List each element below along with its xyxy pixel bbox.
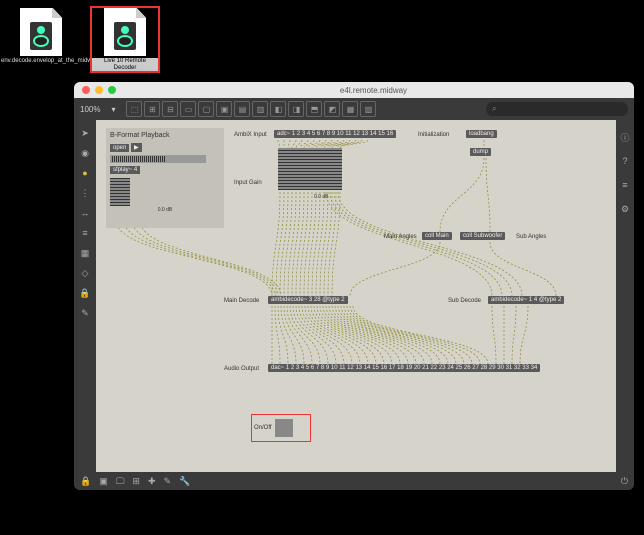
minimize-icon[interactable] [95, 86, 103, 94]
bottom-tool-button[interactable]: 🔒 [80, 476, 91, 487]
label-ambix: AmbiX Input [234, 132, 267, 138]
toolbar-button[interactable]: ⊞ [144, 101, 160, 117]
zoom-level[interactable]: 100% [80, 105, 100, 114]
left-tool-button[interactable]: ≡ [78, 226, 92, 240]
label-init: Initialization [418, 132, 449, 138]
left-tool-button[interactable]: ◇ [78, 266, 92, 280]
toolbar-button[interactable]: ▤ [234, 101, 250, 117]
document-icon [20, 8, 62, 56]
desktop: env.decode.envelop_at_the_midway.maxpat … [8, 8, 158, 71]
file-label: env.decode.envelop_at_the_midway.maxpat [1, 58, 81, 65]
left-tool-button[interactable]: ● [78, 166, 92, 180]
dac-object[interactable]: dac~ 1 2 3 4 5 6 7 8 9 10 11 12 13 14 15… [268, 364, 540, 372]
toolbar-button[interactable]: ▢ [198, 101, 214, 117]
bottom-tool-button[interactable]: 🔧 [179, 476, 190, 487]
toolbar-button[interactable]: ⊟ [162, 101, 178, 117]
right-tool-button[interactable]: ⓘ [618, 130, 632, 144]
toolbar-button[interactable]: ▣ [216, 101, 232, 117]
bottom-toolbar: 🔒 ▣ 🖵 ⊞ ✚ ✎ 🔧 ⏻ [74, 472, 634, 490]
right-tool-button[interactable]: ≡ [618, 178, 632, 192]
onoff-label: On/Off [254, 425, 272, 431]
bottom-tool-button[interactable]: ✎ [164, 476, 172, 487]
adc-object[interactable]: adc~ 1 2 3 4 5 6 7 8 9 10 11 12 13 14 15… [274, 130, 396, 138]
ambidecode-sub[interactable]: ambidecode~ 1 4 @type 2 [488, 296, 564, 304]
close-icon[interactable] [82, 86, 90, 94]
left-tool-button[interactable]: ▦ [78, 246, 92, 260]
toolbar-button[interactable]: ▦ [342, 101, 358, 117]
right-tool-button[interactable]: ? [618, 154, 632, 168]
bottom-tool-button[interactable]: 🖵 [116, 476, 125, 487]
power-icon[interactable]: ⏻ [621, 476, 628, 487]
titlebar[interactable]: e4l.remote.midway [74, 82, 634, 98]
window-title: e4l.remote.midway [121, 86, 626, 95]
label-sub-decode: Sub Decode [448, 298, 481, 304]
toolbar-button[interactable]: ◨ [288, 101, 304, 117]
patcher-canvas[interactable]: B-Format Playback open ▶ sfplay~ 4 0.0 d… [96, 120, 616, 472]
loadbang-object[interactable]: loadbang [466, 130, 497, 138]
left-tool-button[interactable]: ✎ [78, 306, 92, 320]
open-button[interactable]: open [110, 144, 129, 152]
sfplay-object[interactable]: sfplay~ 4 [110, 166, 140, 174]
left-toolbar: ➤ ◉ ● ⋮ ↔ ≡ ▦ ◇ 🔒 ✎ [74, 120, 96, 472]
chevron-down-icon[interactable]: ▾ [111, 105, 115, 114]
file-label: Live 10 Remote Decoder [92, 58, 158, 71]
right-tool-button[interactable]: ⚙ [618, 202, 632, 216]
label-gain: Input Gain [234, 180, 262, 186]
ezdac-icon[interactable] [275, 419, 293, 437]
file-remote-decoder[interactable]: Live 10 Remote Decoder [92, 8, 158, 71]
bottom-tool-button[interactable]: ⊞ [132, 476, 140, 487]
bformat-panel: B-Format Playback open ▶ sfplay~ 4 0.0 d… [106, 128, 224, 228]
document-icon [104, 8, 146, 56]
bottom-tool-button[interactable]: ▣ [99, 476, 108, 487]
toolbar-button[interactable]: ▥ [252, 101, 268, 117]
zoom-icon[interactable] [108, 86, 116, 94]
panel-title: B-Format Playback [110, 132, 220, 139]
bottom-tool-button[interactable]: ✚ [148, 476, 156, 487]
top-toolbar: 100% ▾ ⬚⊞⊟▭▢▣▤▥◧◨⬒◩▦▧ ⌕ [74, 98, 634, 120]
toolbar-button[interactable]: ▧ [360, 101, 376, 117]
label-main-angles: Main Angles [384, 234, 417, 240]
toolbar-button[interactable]: ◧ [270, 101, 286, 117]
label-audio-out: Audio Output [224, 366, 259, 372]
file-maxpat[interactable]: env.decode.envelop_at_the_midway.maxpat [8, 8, 74, 71]
search-input[interactable]: ⌕ [486, 102, 628, 116]
label-sub-angles: Sub Angles [516, 234, 546, 240]
toolbar-button[interactable]: ◩ [324, 101, 340, 117]
play-button[interactable]: ▶ [131, 143, 142, 152]
right-toolbar: ⓘ? ≡ ⚙ [616, 120, 634, 472]
toolbar-button[interactable]: ▭ [180, 101, 196, 117]
left-tool-button[interactable]: ◉ [78, 146, 92, 160]
left-tool-button[interactable]: ↔ [78, 206, 92, 220]
onoff-toggle[interactable]: On/Off [251, 414, 311, 442]
coll-sub-object[interactable]: coll Subwoofer [460, 232, 505, 240]
left-tool-button[interactable]: 🔒 [78, 286, 92, 300]
coll-main-object[interactable]: coll Main [422, 232, 452, 240]
toolbar-button[interactable]: ⬚ [126, 101, 142, 117]
gain-db: 0.0 dB [314, 194, 328, 200]
gain-slider[interactable] [110, 155, 206, 163]
left-tool-button[interactable]: ➤ [78, 126, 92, 140]
gain-meters[interactable] [278, 148, 342, 190]
toolbar-button[interactable]: ⬒ [306, 101, 322, 117]
panel-db: 0.0 dB [110, 207, 220, 213]
ambidecode-main[interactable]: ambidecode~ 3 28 @type 2 [268, 296, 348, 304]
left-tool-button[interactable]: ⋮ [78, 186, 92, 200]
max-window: e4l.remote.midway 100% ▾ ⬚⊞⊟▭▢▣▤▥◧◨⬒◩▦▧ … [74, 82, 634, 490]
dump-object[interactable]: dump [470, 148, 491, 156]
label-main-decode: Main Decode [224, 298, 259, 304]
search-icon: ⌕ [492, 104, 496, 114]
